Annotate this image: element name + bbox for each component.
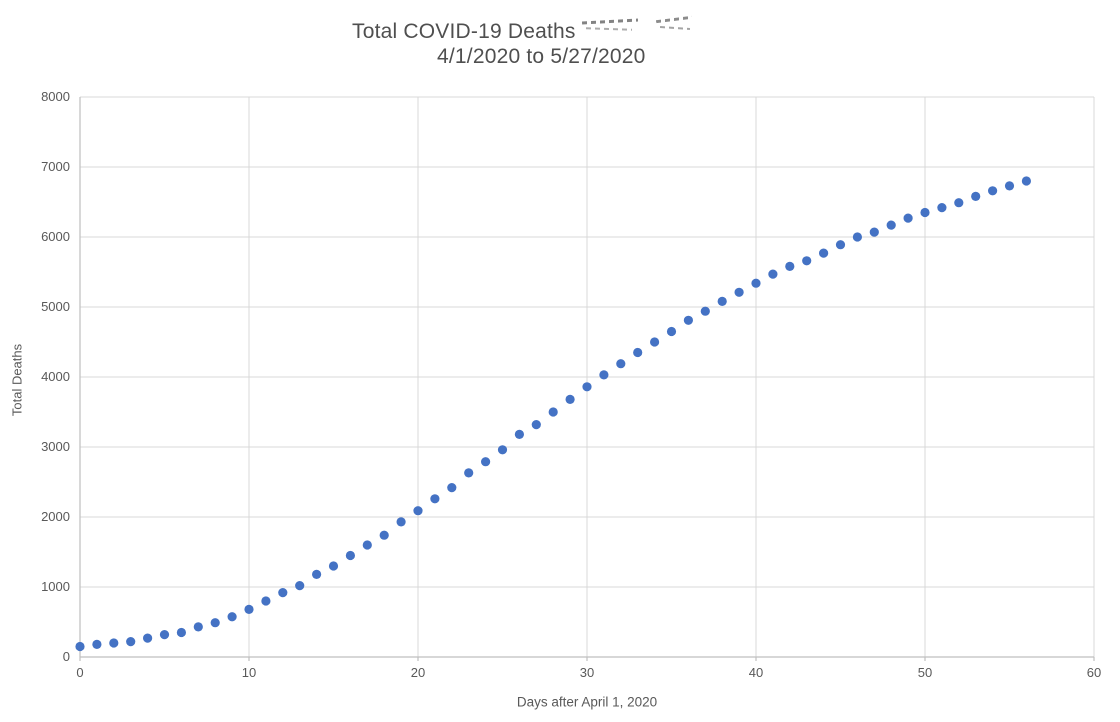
y-tick-label: 6000 (41, 229, 70, 244)
data-point (852, 232, 863, 242)
x-tick-label: 60 (1087, 665, 1101, 680)
data-point (362, 540, 372, 550)
data-point (785, 261, 795, 271)
data-point (616, 359, 626, 369)
data-point (802, 256, 812, 266)
data-point (328, 561, 339, 571)
data-point (447, 483, 457, 493)
data-point (278, 588, 288, 598)
data-point (75, 641, 85, 652)
data-point (379, 530, 389, 540)
data-point (514, 429, 525, 439)
data-point (683, 315, 694, 325)
data-point (751, 278, 761, 288)
data-point (210, 618, 220, 628)
data-point (295, 581, 305, 591)
data-point (481, 457, 491, 467)
data-point (633, 347, 643, 358)
data-point (869, 227, 879, 237)
data-point (312, 569, 322, 580)
data-point (582, 382, 592, 392)
data-point (109, 638, 119, 648)
x-axis-title: Days after April 1, 2020 (516, 694, 658, 710)
y-tick-label: 8000 (41, 89, 70, 104)
x-tick-label: 40 (749, 665, 763, 680)
chart-title-text: Total COVID-19 Deaths (352, 20, 576, 43)
data-point (734, 287, 744, 297)
data-point (565, 394, 575, 404)
x-tick-label: 10 (242, 665, 256, 680)
y-tick-label: 7000 (41, 159, 70, 174)
y-tick-label: 1000 (41, 579, 70, 594)
data-point (903, 213, 913, 223)
data-point (835, 240, 846, 250)
data-point (497, 445, 508, 455)
data-point (819, 248, 829, 258)
y-axis-title: Total Deaths (9, 343, 25, 417)
data-point (126, 637, 136, 647)
data-point (193, 622, 203, 632)
x-tick-label: 20 (411, 665, 425, 680)
y-tick-label: 3000 (41, 439, 70, 454)
data-point (700, 306, 710, 316)
data-point (971, 191, 981, 201)
data-point (430, 494, 440, 504)
data-point (345, 550, 355, 561)
x-tick-label: 30 (580, 665, 594, 680)
data-point (937, 203, 947, 213)
data-point (650, 337, 660, 347)
chart-title-line1: Total COVID-19 Deaths (352, 15, 698, 45)
data-point (143, 633, 153, 643)
data-point (531, 420, 541, 430)
x-tick-label: 50 (918, 665, 932, 680)
data-point (1004, 181, 1015, 191)
y-tick-label: 4000 (41, 369, 70, 384)
data-point (666, 326, 677, 337)
y-tick-label: 5000 (41, 299, 70, 314)
x-tick-label: 0 (76, 665, 83, 680)
data-point (717, 296, 727, 306)
data-point (599, 370, 609, 380)
y-tick-label: 0 (63, 649, 70, 664)
y-tick-label: 2000 (41, 509, 70, 524)
data-point (413, 506, 423, 516)
data-point (954, 198, 964, 208)
data-point (464, 468, 474, 478)
data-point (886, 220, 896, 230)
data-point (768, 269, 778, 279)
data-point (227, 612, 237, 622)
data-point (1021, 176, 1031, 186)
data-point (988, 186, 998, 196)
data-point (92, 639, 102, 650)
data-point (244, 604, 254, 615)
data-point (176, 627, 186, 638)
data-point (261, 596, 271, 606)
data-point (548, 407, 558, 417)
chart-title-line2: 4/1/2020 to 5/27/2020 (437, 45, 646, 68)
data-point (920, 207, 930, 218)
data-point (396, 517, 406, 527)
data-point (159, 630, 170, 640)
